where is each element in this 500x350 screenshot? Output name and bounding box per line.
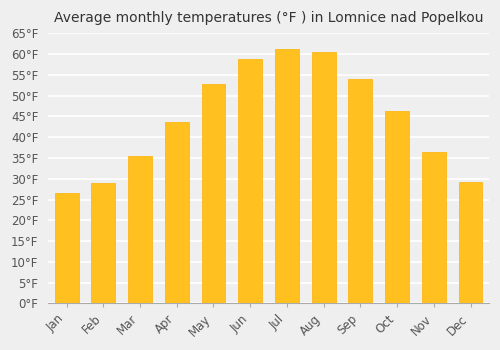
Bar <box>312 51 336 303</box>
Title: Average monthly temperatures (°F ) in Lomnice nad Popelkou: Average monthly temperatures (°F ) in Lo… <box>54 11 484 25</box>
Bar <box>128 156 152 303</box>
Bar <box>385 111 409 303</box>
Bar <box>422 152 446 303</box>
Bar <box>238 59 262 303</box>
Bar <box>458 182 482 303</box>
Bar <box>348 78 372 303</box>
Bar <box>202 84 226 303</box>
Bar <box>92 183 115 303</box>
Bar <box>275 49 299 303</box>
Bar <box>54 193 78 303</box>
Bar <box>165 122 188 303</box>
